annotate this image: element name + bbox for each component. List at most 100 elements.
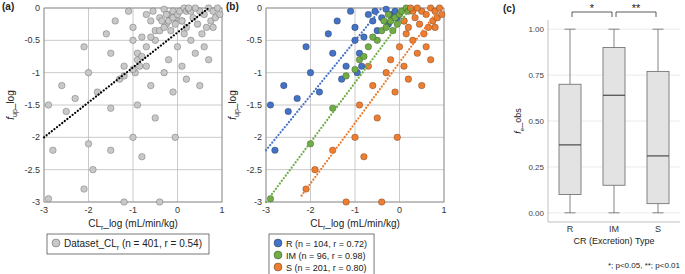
label-part: _log	[227, 90, 238, 110]
legend-box	[269, 234, 374, 274]
point	[139, 53, 146, 60]
tick-label: 0.50	[528, 117, 544, 126]
whisker	[658, 204, 659, 213]
point	[361, 34, 368, 41]
point	[148, 34, 155, 41]
whisker-cap	[653, 29, 664, 30]
x-axis-label: CR (Excretion) Type	[574, 236, 655, 246]
panel-label: (c)	[503, 3, 515, 14]
point	[396, 44, 403, 51]
point	[412, 14, 419, 21]
point	[163, 11, 170, 18]
point	[352, 66, 359, 73]
point	[188, 37, 195, 44]
series-points	[303, 5, 445, 206]
tick-label: 0	[257, 3, 262, 13]
point	[401, 63, 408, 70]
point	[285, 108, 292, 115]
label-part: _log (mL/min/kg)	[102, 218, 177, 229]
label-part: CL	[310, 218, 323, 229]
point	[121, 199, 128, 206]
grid-line	[266, 105, 444, 106]
point	[170, 89, 177, 96]
point	[143, 63, 150, 70]
trend-line	[266, 8, 411, 202]
grid-line	[266, 169, 444, 170]
x-axis-label: CLr_log (mL/min/kg)	[88, 218, 178, 231]
point	[168, 27, 175, 34]
tick-label: -1	[129, 205, 137, 215]
point	[329, 50, 336, 57]
point	[347, 8, 354, 15]
point	[134, 102, 141, 109]
grid-line	[548, 212, 680, 213]
whisker-cap	[653, 212, 664, 213]
point	[81, 44, 88, 51]
point	[436, 5, 443, 12]
series-points	[45, 5, 223, 206]
panel-1: -3-2-1010-0.5-1-1.5-2-2.5-3CLr_log (mL/m…	[226, 1, 447, 274]
point	[358, 63, 365, 70]
footnote: *; p<0.05, **; p<0.01	[608, 261, 681, 270]
point	[130, 24, 137, 31]
point	[316, 89, 323, 96]
tick-label: 0	[397, 205, 402, 215]
point	[392, 89, 399, 96]
legend-label: R (n = 104, r = 0.72)	[286, 239, 367, 249]
x-axis-line	[548, 222, 680, 223]
box	[603, 48, 625, 186]
median	[647, 155, 669, 156]
point	[432, 24, 439, 31]
plot-area	[267, 5, 445, 206]
point	[343, 73, 350, 80]
point	[423, 11, 430, 18]
point	[148, 82, 155, 89]
point	[192, 50, 199, 57]
point	[72, 95, 79, 102]
point	[107, 105, 114, 112]
point	[378, 199, 385, 206]
tick-label: 1	[441, 205, 446, 215]
trend-area	[44, 8, 209, 137]
tick-label: -0.5	[24, 35, 40, 45]
tick-label: -2.5	[24, 165, 40, 175]
tick-label: 0.00	[528, 209, 544, 218]
legend-box	[47, 234, 209, 254]
point	[81, 186, 88, 193]
legend-label: IM (n = 96, r = 0.98)	[286, 251, 366, 261]
tick-label: -0.5	[246, 35, 262, 45]
tick-label: 0	[175, 205, 180, 215]
point	[334, 18, 341, 25]
whisker	[614, 185, 615, 213]
label-part: _obs	[513, 108, 523, 129]
point	[130, 37, 137, 44]
point	[85, 69, 92, 76]
tick-label: R	[567, 224, 574, 234]
legend: R (n = 104, r = 0.72) IM (n = 96, r = 0.9…	[269, 234, 374, 274]
point	[159, 18, 166, 25]
tick-label: 0.75	[528, 71, 544, 80]
point	[303, 186, 310, 193]
point	[156, 199, 163, 206]
point	[352, 24, 359, 31]
tick-label: -1	[32, 68, 40, 78]
tick-label: -1.5	[24, 100, 40, 110]
tick-label: -1.5	[246, 100, 262, 110]
tick-label: -3	[32, 197, 40, 207]
point	[139, 34, 146, 41]
point	[423, 44, 430, 51]
label-part: _log (mL/min/kg)	[324, 218, 399, 229]
point	[272, 147, 279, 154]
tick-label: -3	[40, 205, 48, 215]
figure: -3-2-1010-0.5-1-1.5-2-2.5-3CLr_log (mL/m…	[0, 0, 685, 274]
legend-marker	[274, 239, 282, 247]
point	[356, 102, 363, 109]
tick-label: -2	[254, 132, 262, 142]
point	[172, 134, 179, 141]
plot-bg	[44, 8, 222, 202]
tick-label: 0.25	[528, 163, 544, 172]
grid-line	[548, 29, 680, 30]
point	[365, 11, 372, 18]
point	[85, 141, 92, 148]
point	[107, 147, 114, 154]
